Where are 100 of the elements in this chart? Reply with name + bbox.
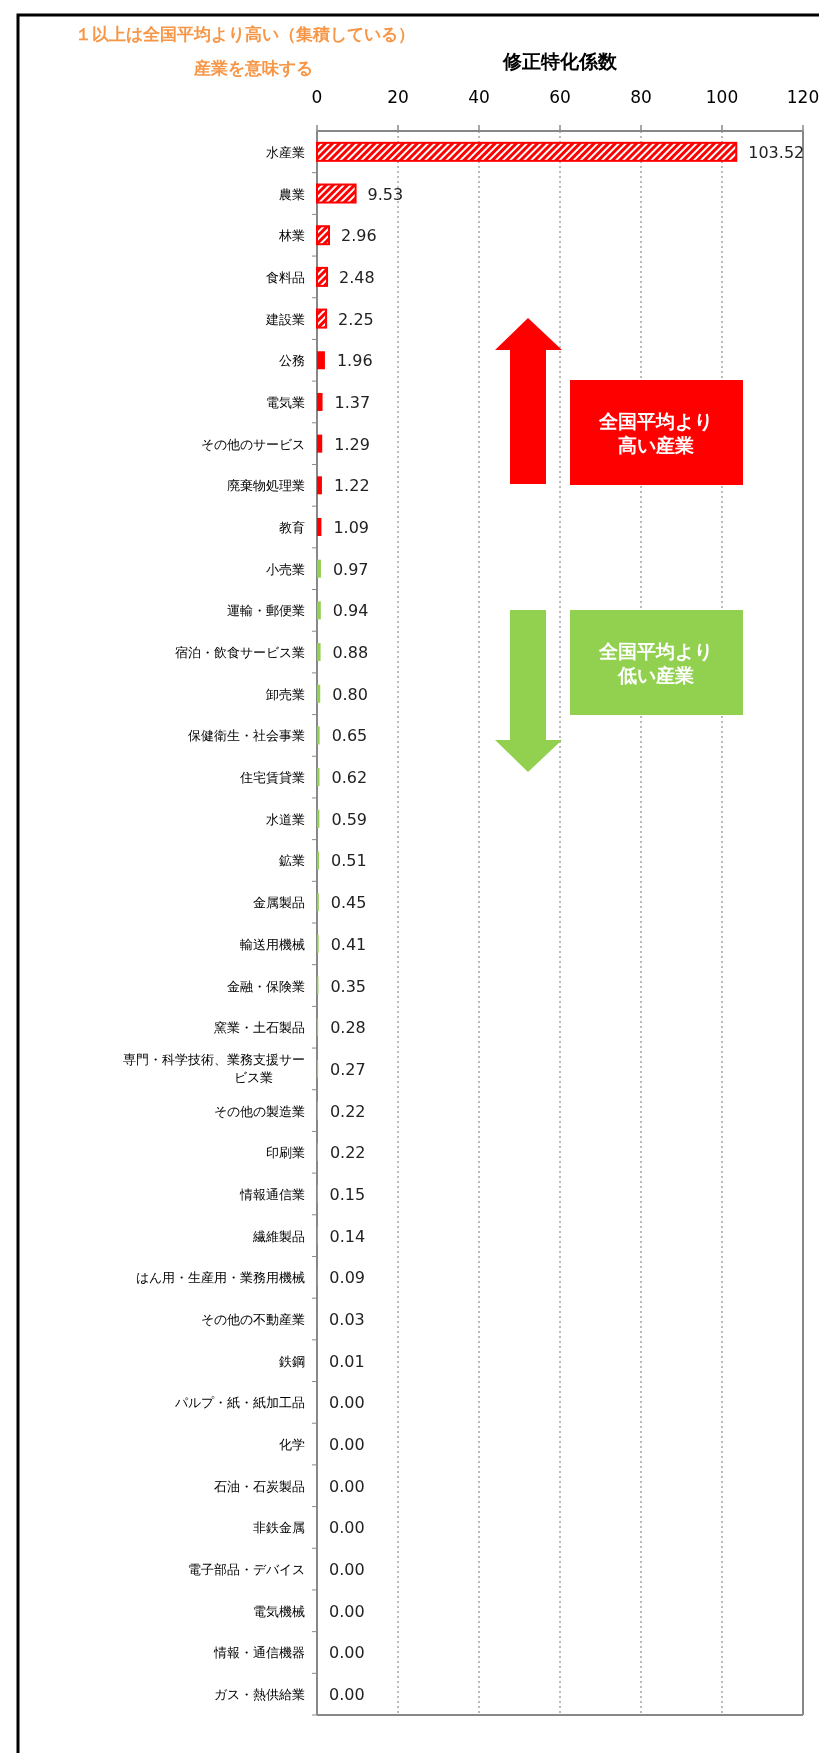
y-tick-label: 水道業 [266, 811, 305, 827]
bar [316, 141, 738, 162]
y-tick-label: 金融・保険業 [227, 978, 305, 994]
data-label: 0.94 [332, 601, 369, 621]
y-tick-label: 林業 [278, 228, 305, 244]
bar [317, 726, 320, 745]
data-label: 0.22 [329, 1143, 366, 1163]
data-label: 103.52 [748, 142, 805, 162]
data-label: 1.22 [333, 476, 370, 496]
y-tick-label: 住宅賃貸業 [239, 770, 305, 786]
data-label: 0.00 [329, 1601, 365, 1621]
data-label: 2.48 [339, 267, 375, 287]
y-tick-label: 繊維製品 [252, 1228, 305, 1244]
data-label: 0.00 [329, 1560, 365, 1580]
y-tick-label: 建設業 [265, 311, 305, 327]
y-tick-label: 鉄鋼 [279, 1353, 305, 1369]
data-label: 1.37 [334, 392, 371, 412]
data-label: 1.09 [333, 518, 370, 537]
data-label: 0.00 [329, 1643, 365, 1663]
data-label: 0.80 [332, 684, 368, 704]
data-label: 1.29 [334, 434, 370, 454]
y-tick-label: 食料品 [266, 269, 305, 285]
y-tick-label: 小売業 [266, 561, 305, 577]
y-tick-label: 非鉄金属 [253, 1520, 305, 1536]
y-tick-label: 卸売業 [266, 686, 305, 702]
data-label: 0.59 [331, 809, 368, 829]
y-tick-label: はん用・生産用・業務用機械 [136, 1270, 305, 1286]
data-label: 2.25 [338, 309, 374, 329]
bar [316, 308, 328, 329]
data-label: 0.22 [329, 1101, 366, 1121]
y-tick-label: 公務 [279, 353, 305, 369]
y-tick-label: 電気業 [266, 394, 305, 410]
data-label: 0.00 [329, 1685, 365, 1705]
bar [317, 518, 322, 536]
y-tick-label: 印刷業 [266, 1145, 305, 1161]
data-label: 0.00 [329, 1435, 365, 1455]
annotation: 全国平均より高い産業 [598, 410, 713, 456]
data-label: 0.09 [329, 1268, 365, 1288]
bar [317, 601, 321, 620]
y-tick-label: 石油・石炭製品 [214, 1478, 305, 1494]
y-tick-label: 化学 [279, 1437, 305, 1453]
bar [317, 559, 321, 578]
data-label: 1.96 [336, 351, 373, 371]
y-tick-label: 鉱業 [279, 853, 305, 869]
y-tick-label: 電気機械 [253, 1603, 305, 1619]
text: １以上は全国平均より高い（集積している）産業を意味する [75, 24, 415, 78]
data-label: 0.00 [329, 1476, 365, 1496]
x-tick-label: 100 [705, 87, 739, 107]
y-tick-label: 専門・科学技術、業務支援サービス業 [123, 1051, 305, 1085]
data-label: 2.96 [340, 226, 377, 246]
bar [317, 768, 320, 787]
y-tick-label: 窯業・土石製品 [214, 1020, 305, 1036]
y-tick-label: その他の不動産業 [201, 1312, 305, 1327]
data-label: 0.97 [332, 559, 369, 579]
bar [317, 476, 322, 495]
bar [316, 266, 329, 287]
x-axis-title: 修正特化係数 [502, 50, 618, 72]
x-tick-label: 20 [387, 87, 409, 107]
data-label: 0.41 [330, 934, 367, 954]
data-label: 0.15 [329, 1184, 366, 1204]
data-label: 0.14 [329, 1226, 366, 1246]
annotation: 全国平均より低い産業 [598, 640, 713, 686]
data-label: 0.51 [331, 851, 367, 871]
bar [317, 434, 323, 453]
y-tick-label: ガス・熱供給業 [214, 1687, 305, 1703]
y-tick-label: その他の製造業 [214, 1103, 305, 1119]
bar [317, 392, 323, 411]
data-label: 0.65 [331, 726, 368, 746]
y-tick-label: 情報通信業 [239, 1186, 305, 1202]
data-label: 9.53 [367, 184, 404, 204]
x-tick-label: 0 [311, 87, 323, 107]
data-label: 0.00 [329, 1518, 365, 1538]
data-label: 0.00 [329, 1393, 365, 1413]
data-label: 0.03 [329, 1310, 365, 1329]
data-label: 0.45 [330, 893, 367, 913]
y-tick-label: 廃棄物処理業 [227, 478, 305, 494]
data-label: 0.35 [330, 976, 367, 996]
bar [316, 225, 330, 246]
x-tick-label: 40 [468, 87, 490, 107]
data-label: 0.28 [330, 1018, 366, 1038]
y-tick-label: 宿泊・飲食サービス業 [175, 645, 305, 661]
y-tick-label: 情報・通信機器 [213, 1645, 305, 1661]
y-tick-label: 輸送用機械 [240, 936, 305, 952]
bar [317, 351, 325, 370]
y-tick-label: 金属製品 [253, 895, 305, 911]
y-tick-label: 水産業 [266, 144, 305, 160]
x-tick-label: 80 [630, 87, 652, 107]
data-label: 0.01 [329, 1351, 365, 1371]
bar [316, 183, 357, 204]
y-tick-label: 教育 [279, 520, 305, 535]
y-tick-label: 運輸・郵便業 [227, 603, 305, 619]
bar [317, 684, 321, 703]
bar [317, 851, 320, 870]
x-tick-label: 60 [549, 87, 571, 107]
data-label: 0.62 [331, 768, 368, 788]
data-label: 0.27 [330, 1059, 366, 1079]
data-label: 0.88 [332, 643, 369, 663]
y-tick-label: 農業 [279, 186, 305, 202]
y-tick-label: その他のサービス [201, 436, 305, 452]
x-tick-label: 120 [786, 87, 819, 107]
